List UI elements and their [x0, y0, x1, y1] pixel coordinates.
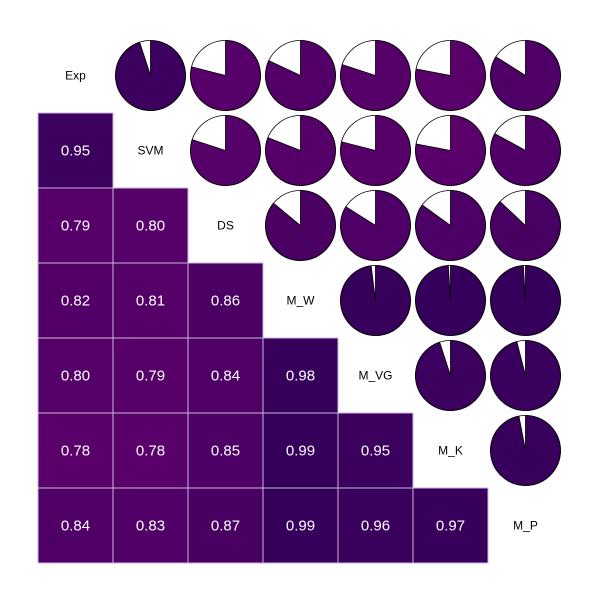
heat-cell-M_P-Exp	[37, 487, 114, 564]
pie-DS-M_K	[415, 190, 486, 261]
pie-M_W-M_VG	[340, 265, 411, 336]
value-label-M_W-SVM: 0.81	[136, 293, 165, 310]
pie-outline	[340, 115, 411, 186]
variable-label-M_P: M_P	[513, 519, 538, 533]
variable-label-M_K: M_K	[438, 444, 463, 458]
pie-SVM-DS	[190, 115, 261, 186]
value-label-M_K-M_W: 0.99	[286, 443, 315, 460]
heat-cell-M_W-Exp	[37, 262, 114, 339]
value-label-M_P-DS: 0.87	[211, 518, 240, 535]
pie-M_K-M_P	[490, 415, 561, 486]
pie-outline	[490, 265, 561, 336]
variable-label-Exp: Exp	[65, 69, 86, 83]
pie-Exp-M_VG	[340, 40, 411, 111]
pie-outline	[415, 115, 486, 186]
lower-panel: 0.95 0.79 0.80 0.82 0.81 0.86 0.80 0.79 0.84 0.98…	[37, 112, 489, 564]
pie-outline	[490, 40, 561, 111]
pie-outline	[490, 340, 561, 411]
heat-cell-M_P-SVM	[112, 487, 189, 564]
variable-label-SVM: SVM	[137, 144, 163, 158]
pie-outline	[265, 40, 336, 111]
pie-outline	[340, 265, 411, 336]
heat-cell-M_P-M_W	[262, 487, 339, 564]
heat-cell-DS-SVM	[112, 187, 189, 264]
value-label-M_K-DS: 0.85	[211, 443, 240, 460]
heat-cell-DS-Exp	[37, 187, 114, 264]
heat-cell-M_K-DS	[187, 412, 264, 489]
variable-label-M_W: M_W	[287, 294, 316, 308]
heat-cell-M_W-DS	[187, 262, 264, 339]
pie-Exp-SVM	[115, 40, 186, 111]
value-label-DS-Exp: 0.79	[61, 218, 90, 235]
heat-cell-SVM-Exp	[37, 112, 114, 189]
heat-cell-M_VG-M_W	[262, 337, 339, 414]
pie-M_VG-M_K	[415, 340, 486, 411]
heat-cell-M_K-SVM	[112, 412, 189, 489]
pie-M_VG-M_P	[490, 340, 561, 411]
value-label-M_W-DS: 0.86	[211, 293, 240, 310]
pie-outline	[415, 265, 486, 336]
value-label-M_VG-M_W: 0.98	[286, 368, 315, 385]
pie-DS-M_W	[265, 190, 336, 261]
pie-SVM-M_P	[490, 115, 561, 186]
pie-SVM-M_K	[415, 115, 486, 186]
heat-cell-M_P-M_K	[412, 487, 489, 564]
pie-Exp-M_K	[415, 40, 486, 111]
pie-outline	[190, 40, 261, 111]
heat-cell-M_P-M_VG	[337, 487, 414, 564]
pie-Exp-M_W	[265, 40, 336, 111]
pie-M_W-M_K	[415, 265, 486, 336]
heat-cell-M_K-M_W	[262, 412, 339, 489]
heat-cell-M_P-DS	[187, 487, 264, 564]
value-label-SVM-Exp: 0.95	[61, 143, 90, 160]
value-label-M_P-SVM: 0.83	[136, 518, 165, 535]
value-label-M_K-SVM: 0.78	[136, 443, 165, 460]
value-label-M_P-M_K: 0.97	[436, 518, 465, 535]
value-label-M_P-Exp: 0.84	[61, 518, 90, 535]
pie-outline	[265, 115, 336, 186]
pie-outline	[115, 40, 186, 111]
value-label-M_K-Exp: 0.78	[61, 443, 90, 460]
pie-Exp-DS	[190, 40, 261, 111]
pie-SVM-M_VG	[340, 115, 411, 186]
pie-outline	[340, 40, 411, 111]
value-label-M_W-Exp: 0.82	[61, 293, 90, 310]
pie-outline	[415, 190, 486, 261]
variable-label-M_VG: M_VG	[358, 369, 392, 383]
pie-SVM-M_W	[265, 115, 336, 186]
value-label-M_VG-SVM: 0.79	[136, 368, 165, 385]
pie-outline	[190, 115, 261, 186]
pie-DS-M_VG	[340, 190, 411, 261]
diagonal-labels: Exp SVM DS M_W M_VG M_K M_P	[65, 69, 538, 533]
heat-cell-M_W-SVM	[112, 262, 189, 339]
pie-outline	[340, 190, 411, 261]
pie-outline	[490, 190, 561, 261]
value-label-M_VG-Exp: 0.80	[61, 368, 90, 385]
pie-outline	[265, 190, 336, 261]
value-label-M_P-M_W: 0.99	[286, 518, 315, 535]
variable-label-DS: DS	[217, 219, 234, 233]
value-label-DS-SVM: 0.80	[136, 218, 165, 235]
value-label-M_VG-DS: 0.84	[211, 368, 240, 385]
pie-outline	[415, 40, 486, 111]
heat-cell-M_K-M_VG	[337, 412, 414, 489]
pie-M_W-M_P	[490, 265, 561, 336]
pie-DS-M_P	[490, 190, 561, 261]
heat-cell-M_VG-SVM	[112, 337, 189, 414]
pie-Exp-M_P	[490, 40, 561, 111]
value-label-M_K-M_VG: 0.95	[361, 443, 390, 460]
value-label-M_P-M_VG: 0.96	[361, 518, 390, 535]
pie-outline	[415, 340, 486, 411]
pie-outline	[490, 415, 561, 486]
upper-panel-pies	[115, 40, 561, 486]
pie-outline	[490, 115, 561, 186]
